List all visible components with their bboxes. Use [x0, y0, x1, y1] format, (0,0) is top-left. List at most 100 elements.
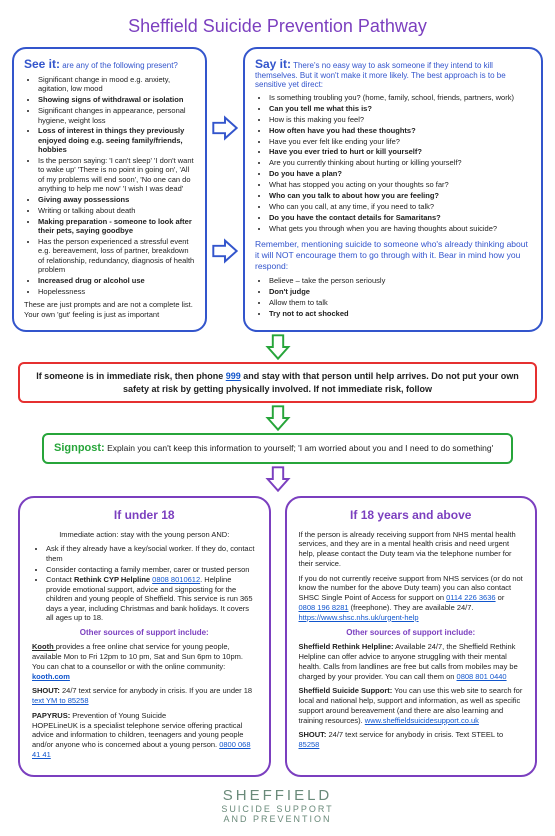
sss-label: Sheffield Suicide Support: [299, 686, 393, 695]
list-item: How often have you had these thoughts? [269, 126, 531, 135]
shout-u18-label: SHOUT: [32, 686, 60, 695]
arrow-down-icon [265, 334, 291, 360]
kooth-para: Kooth provides a free online chat servic… [32, 642, 257, 681]
list-item: Try not to act shocked [269, 309, 531, 318]
shout-o18-label: SHOUT: [299, 730, 327, 739]
respond-list: Believe – take the person seriously Don't… [255, 276, 531, 318]
shout-o18-link[interactable]: 85258 [299, 740, 320, 749]
list-item: Significant change in mood e.g. anxiety,… [38, 75, 195, 94]
rethink-para: Sheffield Rethink Helpline: Available 24… [299, 642, 524, 681]
over18-p2: If you do not currently receive support … [299, 574, 524, 623]
arrow-down-icon [265, 405, 291, 431]
say-it-box: Say it: There's no easy way to ask someo… [243, 47, 543, 332]
under18-list: Ask if they already have a key/social wo… [32, 544, 257, 622]
kooth-label: Kooth [32, 642, 56, 651]
list-item: How is this making you feel? [269, 115, 531, 124]
list-item: Significant changes in appearance, perso… [38, 106, 195, 125]
rethink-label: Sheffield Rethink Helpline: [299, 642, 394, 651]
footer-l3: AND PREVENTION [12, 814, 543, 824]
over18-p2c: (freephone). They are available 24/7. [349, 603, 474, 612]
arrow-right-icon [212, 115, 238, 141]
kooth-text: provides a free online chat service for … [32, 642, 243, 671]
see-note: These are just prompts and are not a com… [24, 300, 195, 319]
top-row: See it: are any of the following present… [12, 47, 543, 332]
see-list: Significant change in mood e.g. anxiety,… [24, 75, 195, 296]
shsc-link[interactable]: https://www.shsc.nhs.uk/urgent-help [299, 613, 419, 622]
footer-l2: SUICIDE SUPPORT [12, 804, 543, 814]
list-item: What gets you through when you are havin… [269, 224, 531, 233]
list-item: Giving away possessions [38, 195, 195, 204]
say-header: Say it: There's no easy way to ask someo… [255, 57, 531, 89]
signpost-head: Signpost: [54, 442, 105, 454]
footer-logo: SHEFFIELD SUICIDE SUPPORT AND PREVENTION [12, 787, 543, 824]
rethink-link[interactable]: 0808 801 0440 [457, 672, 507, 681]
list-item: Who can you talk to about how you are fe… [269, 191, 531, 200]
list-item: Writing or talking about death [38, 206, 195, 215]
under18-intro: Immediate action: stay with the young pe… [32, 530, 257, 540]
under18-other-head: Other sources of support include: [32, 628, 257, 637]
under-18-box: If under 18 Immediate action: stay with … [18, 496, 271, 777]
list-item: Allow them to talk [269, 298, 531, 307]
bottom-row: If under 18 Immediate action: stay with … [18, 496, 537, 777]
say-list: Is something troubling you? (home, famil… [255, 93, 531, 233]
page-title: Sheffield Suicide Prevention Pathway [12, 16, 543, 37]
list-item: Contact Rethink CYP Helpline 0808 801061… [46, 575, 257, 622]
list-item: Making preparation - someone to look aft… [38, 217, 195, 236]
shout-u18-link[interactable]: text YM to 85258 [32, 696, 89, 705]
see-header: See it: are any of the following present… [24, 57, 195, 71]
sss-para: Sheffield Suicide Support: You can use t… [299, 686, 524, 725]
list-item: Loss of interest in things they previous… [38, 126, 195, 154]
spa-phone-2[interactable]: 0808 196 8281 [299, 603, 349, 612]
see-it-box: See it: are any of the following present… [12, 47, 207, 332]
arrow-down-3 [12, 466, 543, 492]
list-item: Have you ever felt like ending your life… [269, 137, 531, 146]
papyrus-sub: Prevention of Young Suicide [70, 711, 166, 720]
papyrus-text: HOPELineUK is a specialist telephone ser… [32, 721, 243, 750]
arrow-down-1 [12, 334, 543, 360]
list-item: Don't judge [269, 287, 531, 296]
sss-link[interactable]: www.sheffieldsuicidesupport.co.uk [365, 716, 479, 725]
over18-p2b: or [496, 593, 505, 602]
list-item: Do you have a plan? [269, 169, 531, 178]
kooth-link[interactable]: kooth.com [32, 672, 70, 681]
list-item: Increased drug or alcohol use [38, 276, 195, 285]
over18-head: If 18 years and above [299, 508, 524, 522]
arrow-down-icon [265, 466, 291, 492]
list-item: Is something troubling you? (home, famil… [269, 93, 531, 102]
signpost-text: Explain you can't keep this information … [105, 443, 494, 453]
list-item: Showing signs of withdrawal or isolation [38, 95, 195, 104]
list-item: Have you ever tried to hurt or kill your… [269, 147, 531, 156]
list-item: Believe – take the person seriously [269, 276, 531, 285]
arrow-down-2 [12, 405, 543, 431]
arrow-column [211, 47, 239, 332]
under18-head: If under 18 [32, 508, 257, 522]
list-item: Ask if they already have a key/social wo… [46, 544, 257, 563]
list-item: Consider contacting a family member, car… [46, 565, 257, 574]
arrow-right-icon [212, 238, 238, 264]
list-item: Do you have the contact details for Sama… [269, 213, 531, 222]
shout-o18-text: 24/7 text service for anybody in crisis.… [326, 730, 503, 739]
over18-p1: If the person is already receiving suppo… [299, 530, 524, 569]
list-item: Is the person saying: 'I can't sleep' 'I… [38, 156, 195, 194]
say-remember: Remember, mentioning suicide to someone … [255, 239, 531, 272]
shout-o18-para: SHOUT: 24/7 text service for anybody in … [299, 730, 524, 750]
immediate-risk-box: If someone is in immediate risk, then ph… [18, 362, 537, 403]
list-item: What has stopped you acting on your thou… [269, 180, 531, 189]
see-sub: are any of the following present? [60, 61, 178, 70]
papyrus-label: PAPYRUS: [32, 711, 70, 720]
list-item: Are you currently thinking about hurting… [269, 158, 531, 167]
say-sub: There's no easy way to ask someone if th… [255, 61, 506, 89]
over18-other-head: Other sources of support include: [299, 628, 524, 637]
emergency-number-link[interactable]: 999 [226, 371, 241, 381]
list-item: Can you tell me what this is? [269, 104, 531, 113]
papyrus-para: PAPYRUS: Prevention of Young Suicide HOP… [32, 711, 257, 760]
say-head: Say it: [255, 57, 291, 71]
shout-u18-text: 24/7 text service for anybody in crisis.… [60, 686, 252, 695]
signpost-box: Signpost: Explain you can't keep this in… [42, 433, 513, 463]
see-head: See it: [24, 57, 60, 71]
rethink-cyp-link[interactable]: 0808 8010612 [152, 575, 200, 584]
spa-phone-1[interactable]: 0114 226 3636 [446, 593, 496, 602]
over-18-box: If 18 years and above If the person is a… [285, 496, 538, 777]
footer-l1: SHEFFIELD [12, 787, 543, 804]
list-item: Who can you call, at any time, if you ne… [269, 202, 531, 211]
